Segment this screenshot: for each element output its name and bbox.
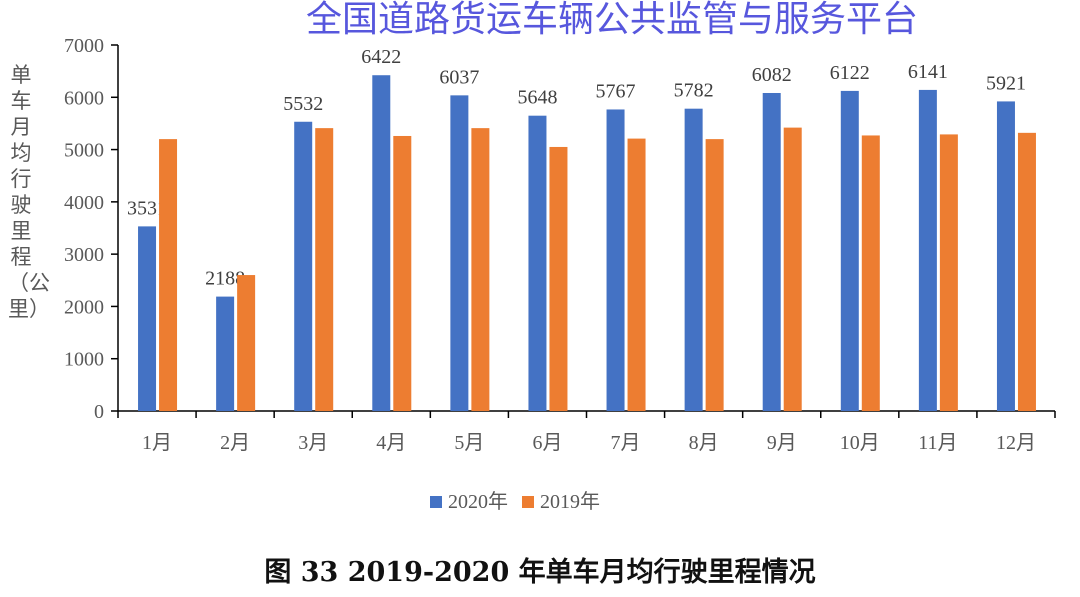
bar-2020年-8月: [684, 108, 703, 412]
bar-2019年-5月: [471, 128, 490, 412]
legend-swatch: [522, 496, 534, 508]
legend-item-2020: 2020年: [430, 485, 508, 514]
bar-2020年-5月: [450, 95, 469, 412]
bar-2020年-2月: [216, 296, 235, 411]
bar-2019年-4月: [393, 135, 412, 411]
bar-2020年-6月: [528, 115, 547, 412]
y-tick-label: 6000: [64, 87, 104, 109]
x-tick-label: 6月: [532, 432, 562, 454]
data-label: 6141: [908, 61, 948, 83]
data-label: 5532: [283, 93, 323, 115]
data-label: 6122: [830, 62, 870, 84]
data-label: 2188: [205, 268, 245, 290]
x-tick-label: 10月: [840, 432, 880, 454]
legend-item-2019: 2019年: [522, 485, 600, 514]
bar-2020年-3月: [294, 121, 313, 411]
legend-swatch: [430, 496, 442, 508]
bar-2020年-4月: [372, 75, 391, 412]
bar-2019年-2月: [237, 275, 256, 411]
bar-2020年-1月: [138, 226, 157, 411]
bar-2020年-10月: [840, 90, 859, 411]
data-label: 5767: [596, 80, 636, 102]
bar-2019年-3月: [315, 128, 334, 412]
x-tick-label: 1月: [142, 432, 172, 454]
bar-2020年-9月: [762, 92, 781, 411]
y-axis-label: 单车月均行驶里程（公里）: [8, 63, 50, 321]
y-tick-label: 3000: [64, 244, 104, 266]
x-tick-label: 4月: [376, 432, 406, 454]
y-tick-label: 2000: [64, 296, 104, 318]
bar-2020年-12月: [996, 101, 1015, 411]
bar-2019年-1月: [159, 139, 178, 411]
x-tick-label: 12月: [996, 432, 1036, 454]
x-tick-label: 11月: [918, 432, 957, 454]
bar-2020年-7月: [606, 109, 625, 411]
data-label: 5648: [517, 87, 557, 109]
legend-label: 2020年: [448, 491, 508, 513]
bar-2019年-7月: [627, 138, 646, 411]
bar-2019年-10月: [861, 135, 880, 411]
x-tick-label: 9月: [767, 432, 797, 454]
legend: 2020年 2019年: [430, 485, 600, 514]
y-tick-label: 1000: [64, 349, 104, 371]
bar-2019年-8月: [705, 139, 724, 411]
chart-title: 图 33 2019-2020 年单车月均行驶里程情况: [264, 557, 816, 588]
data-label: 3531: [127, 197, 167, 219]
x-tick-label: 3月: [298, 432, 328, 454]
bar-2020年-11月: [918, 89, 937, 412]
bar-2019年-6月: [549, 146, 568, 411]
data-label: 6037: [439, 66, 479, 88]
x-tick-label: 7月: [611, 432, 641, 454]
y-tick-label: 7000: [64, 35, 104, 57]
y-tick-label: 0: [94, 401, 104, 423]
watermark: 全国道路货运车辆公共监管与服务平台: [306, 0, 919, 40]
y-tick-label: 4000: [64, 192, 104, 214]
bar-2019年-12月: [1017, 132, 1036, 411]
legend-label: 2019年: [540, 491, 600, 513]
y-tick-label: 5000: [64, 140, 104, 162]
data-label: 5782: [674, 80, 714, 102]
data-label: 5921: [986, 72, 1026, 94]
x-tick-label: 8月: [689, 432, 719, 454]
data-label: 6082: [752, 64, 792, 86]
bar-2019年-11月: [939, 134, 958, 411]
x-tick-label: 5月: [454, 432, 484, 454]
bar-2019年-9月: [783, 127, 802, 412]
data-label: 6422: [361, 46, 401, 68]
x-tick-label: 2月: [220, 432, 250, 454]
